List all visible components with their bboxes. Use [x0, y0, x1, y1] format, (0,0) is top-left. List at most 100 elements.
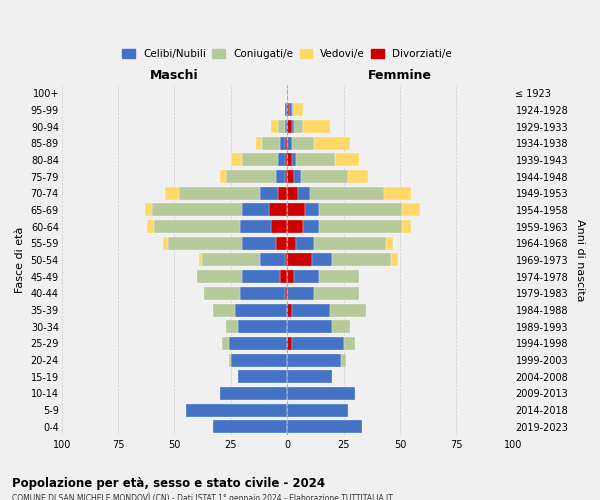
Bar: [292, 154, 296, 166]
Bar: [287, 404, 348, 416]
Bar: [154, 220, 240, 233]
Bar: [220, 170, 226, 183]
Bar: [213, 420, 287, 434]
Bar: [262, 136, 280, 149]
Bar: [287, 136, 292, 149]
Bar: [287, 170, 294, 183]
Bar: [330, 304, 366, 316]
Bar: [148, 220, 154, 233]
Bar: [242, 154, 278, 166]
Bar: [303, 220, 319, 233]
Bar: [229, 354, 231, 366]
Bar: [242, 204, 269, 216]
Bar: [314, 136, 350, 149]
Bar: [186, 404, 287, 416]
Bar: [305, 204, 319, 216]
Bar: [287, 237, 296, 250]
Bar: [285, 154, 287, 166]
Bar: [289, 104, 292, 117]
Bar: [229, 337, 287, 350]
Bar: [294, 270, 319, 283]
Bar: [213, 304, 235, 316]
Bar: [348, 170, 368, 183]
Bar: [271, 220, 287, 233]
Bar: [238, 320, 287, 333]
Bar: [276, 170, 285, 183]
Bar: [152, 204, 242, 216]
Bar: [287, 187, 298, 200]
Bar: [287, 254, 312, 266]
Bar: [285, 287, 287, 300]
Bar: [199, 254, 202, 266]
Bar: [332, 320, 350, 333]
Bar: [287, 270, 294, 283]
Y-axis label: Anni di nascita: Anni di nascita: [575, 218, 585, 301]
Text: COMUNE DI SAN MICHELE MONDOVÌ (CN) - Dati ISTAT 1° gennaio 2024 - Elaborazione T: COMUNE DI SAN MICHELE MONDOVÌ (CN) - Dat…: [12, 492, 393, 500]
Bar: [384, 187, 411, 200]
Bar: [260, 254, 285, 266]
Text: Popolazione per età, sesso e stato civile - 2024: Popolazione per età, sesso e stato civil…: [12, 478, 325, 490]
Bar: [287, 287, 314, 300]
Bar: [280, 270, 287, 283]
Bar: [287, 420, 362, 434]
Bar: [287, 220, 303, 233]
Bar: [242, 270, 280, 283]
Bar: [332, 254, 391, 266]
Bar: [285, 254, 287, 266]
Bar: [287, 320, 332, 333]
Legend: Celibi/Nubili, Coniugati/e, Vedovi/e, Divorziati/e: Celibi/Nubili, Coniugati/e, Vedovi/e, Di…: [118, 44, 456, 63]
Bar: [204, 287, 240, 300]
Bar: [242, 237, 276, 250]
Y-axis label: Fasce di età: Fasce di età: [15, 227, 25, 293]
Bar: [238, 370, 287, 384]
Bar: [231, 354, 287, 366]
Bar: [287, 354, 341, 366]
Bar: [292, 120, 294, 133]
Bar: [197, 270, 242, 283]
Bar: [301, 170, 348, 183]
Bar: [240, 220, 271, 233]
Bar: [296, 154, 335, 166]
Bar: [287, 387, 355, 400]
Bar: [145, 204, 152, 216]
Bar: [167, 237, 242, 250]
Bar: [335, 154, 359, 166]
Bar: [310, 187, 384, 200]
Bar: [269, 204, 287, 216]
Bar: [285, 104, 287, 117]
Bar: [292, 104, 294, 117]
Bar: [391, 254, 398, 266]
Bar: [287, 337, 292, 350]
Bar: [240, 287, 285, 300]
Bar: [312, 254, 332, 266]
Bar: [292, 337, 344, 350]
Bar: [285, 120, 287, 133]
Bar: [287, 120, 292, 133]
Bar: [285, 170, 287, 183]
Bar: [271, 120, 278, 133]
Bar: [235, 304, 287, 316]
Bar: [222, 337, 229, 350]
Bar: [226, 170, 276, 183]
Bar: [344, 337, 355, 350]
Bar: [287, 104, 289, 117]
Bar: [285, 136, 287, 149]
Bar: [287, 370, 332, 384]
Bar: [260, 187, 278, 200]
Bar: [276, 237, 287, 250]
Bar: [314, 237, 386, 250]
Bar: [287, 204, 305, 216]
Bar: [294, 170, 301, 183]
Bar: [220, 387, 287, 400]
Bar: [278, 187, 287, 200]
Bar: [314, 287, 359, 300]
Bar: [292, 136, 314, 149]
Bar: [294, 104, 303, 117]
Bar: [226, 320, 238, 333]
Bar: [319, 204, 402, 216]
Text: Maschi: Maschi: [150, 68, 199, 82]
Bar: [292, 304, 330, 316]
Bar: [319, 220, 402, 233]
Bar: [163, 237, 167, 250]
Bar: [298, 187, 310, 200]
